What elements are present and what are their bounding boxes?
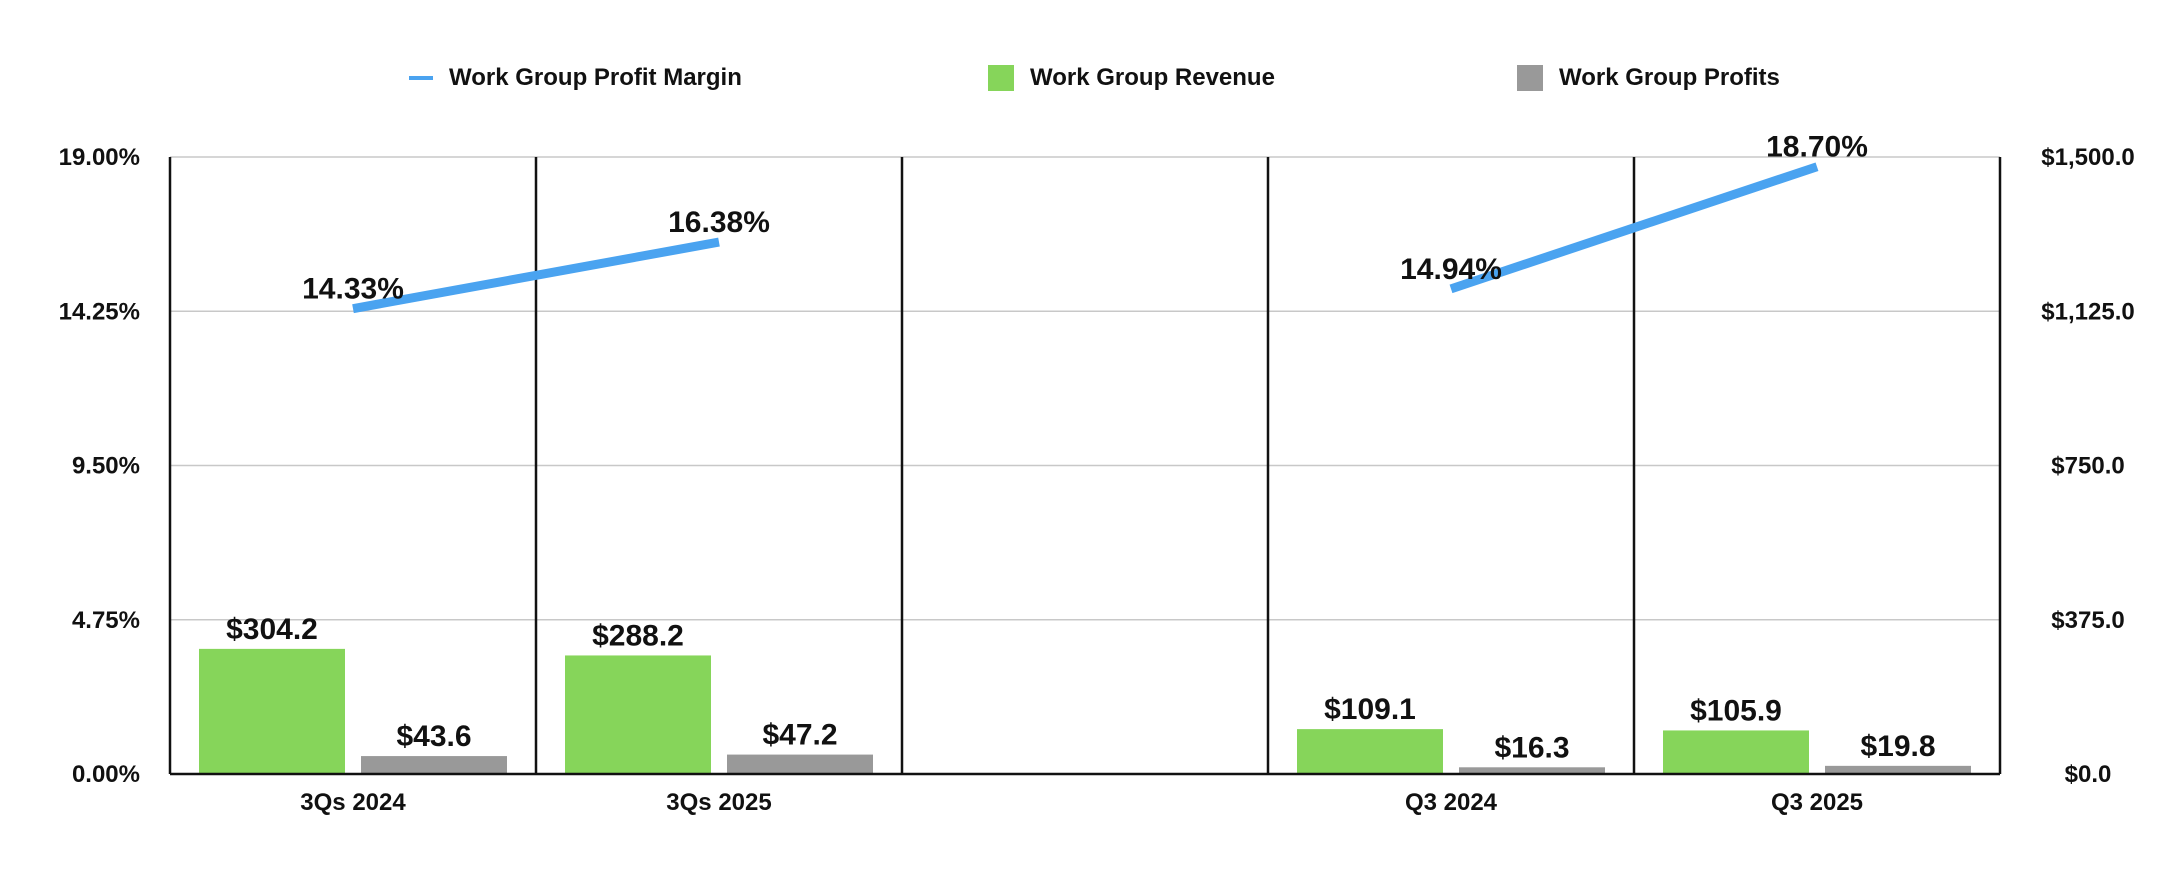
category-label: 3Qs 2025 (666, 789, 771, 816)
data-label-revenue: $109.1 (1324, 693, 1416, 726)
bar-revenue (1297, 729, 1443, 774)
legend-item-profit-margin: Work Group Profit Margin (409, 64, 742, 92)
data-label-revenue: $288.2 (592, 619, 684, 652)
legend-item-profits: Work Group Profits (1517, 64, 1780, 92)
left-axis-tick-label: 0.00% (72, 761, 140, 788)
data-label-revenue: $304.2 (226, 613, 318, 646)
category-label: 3Qs 2024 (300, 789, 406, 816)
data-label-revenue: $105.9 (1690, 694, 1782, 727)
bar-revenue (565, 655, 711, 774)
legend-item-revenue: Work Group Revenue (988, 64, 1275, 92)
right-axis-tick-label: $375.0 (2051, 607, 2124, 634)
profit-margin-line (352, 237, 720, 314)
right-axis-tick-label: $750.0 (2051, 453, 2124, 480)
bar-profits (361, 756, 507, 774)
data-label-profits: $19.8 (1860, 730, 1935, 763)
data-label-profits: $43.6 (396, 720, 471, 753)
category-label: Q3 2024 (1405, 789, 1498, 816)
legend-label-profit-margin: Work Group Profit Margin (449, 64, 742, 91)
data-label-profit-margin: 14.33% (302, 273, 404, 306)
data-label-profit-margin: 14.94% (1400, 253, 1502, 286)
legend-label-revenue: Work Group Revenue (1030, 64, 1275, 91)
left-axis-tick-label: 4.75% (72, 607, 140, 634)
left-axis-tick-label: 14.25% (59, 298, 140, 325)
legend-swatch-profit-margin (409, 76, 433, 80)
bar-profits (1459, 767, 1605, 774)
left-axis-tick-label: 19.00% (59, 144, 140, 171)
legend-label-profits: Work Group Profits (1559, 64, 1780, 91)
data-label-profits: $16.3 (1494, 731, 1569, 764)
left-axis-tick-label: 9.50% (72, 453, 140, 480)
category-label: Q3 2025 (1771, 789, 1863, 816)
data-label-profit-margin: 16.38% (668, 206, 770, 239)
profit-margin-line (1449, 162, 1819, 294)
legend-swatch-revenue (988, 65, 1014, 91)
legend: Work Group Profit Margin Work Group Reve… (0, 64, 2178, 94)
bar-revenue (199, 648, 345, 774)
right-axis-tick-label: $1,125.0 (2041, 298, 2134, 325)
bar-revenue (1663, 730, 1809, 774)
data-label-profits: $47.2 (762, 719, 837, 752)
data-label-profit-margin: 18.70% (1766, 131, 1868, 164)
legend-swatch-profits (1517, 65, 1543, 91)
bar-profits (1825, 765, 1971, 774)
right-axis-tick-label: $0.0 (2065, 761, 2112, 788)
bar-profits (727, 754, 873, 774)
right-axis-tick-label: $1,500.0 (2041, 144, 2134, 171)
